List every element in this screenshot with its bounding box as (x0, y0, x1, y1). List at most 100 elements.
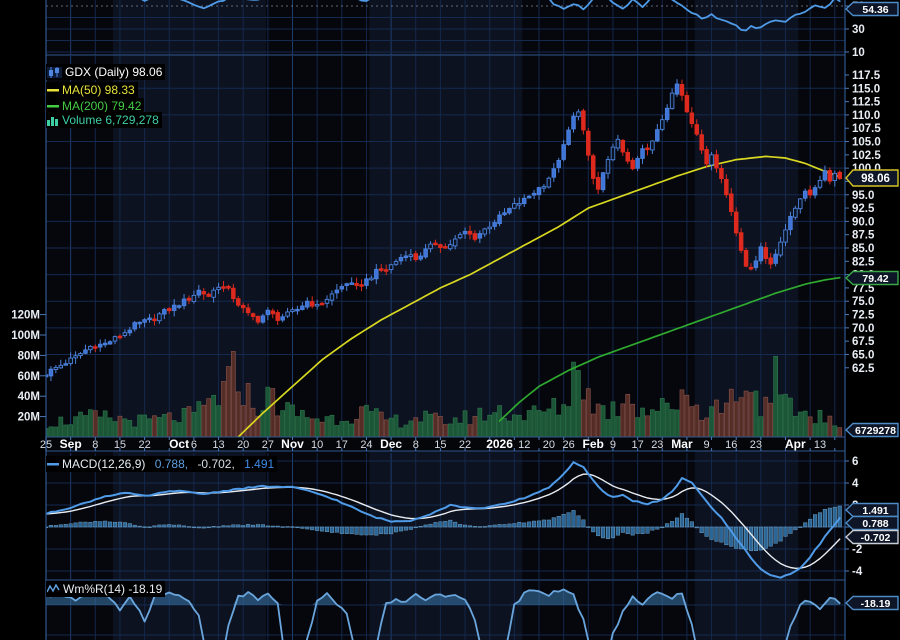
svg-text:22: 22 (138, 439, 150, 451)
svg-text:23: 23 (651, 439, 663, 451)
svg-text:87.5: 87.5 (852, 230, 875, 242)
value-badge: 0.788 (844, 515, 899, 531)
svg-text:15: 15 (114, 439, 126, 451)
svg-text:40M: 40M (18, 391, 40, 403)
svg-text:20: 20 (543, 439, 555, 451)
macd-value-line: 0.788, (154, 457, 189, 471)
svg-text:105.0: 105.0 (852, 137, 881, 149)
svg-text:90.0: 90.0 (852, 216, 874, 228)
svg-text:112.5: 112.5 (852, 97, 881, 109)
value-badge: 1.491 (844, 502, 899, 518)
svg-text:20: 20 (237, 439, 249, 451)
svg-text:70.0: 70.0 (852, 323, 874, 335)
svg-text:62.5: 62.5 (852, 363, 875, 375)
svg-text:92.5: 92.5 (852, 203, 875, 215)
svg-text:Nov: Nov (281, 437, 304, 451)
svg-text:Dec: Dec (380, 437, 402, 451)
svg-text:79.42: 79.42 (862, 273, 888, 285)
svg-text:24: 24 (360, 439, 372, 451)
main-price-panel[interactable] (44, 79, 843, 437)
svg-text:6729278: 6729278 (855, 425, 896, 437)
top-indicator-panel[interactable] (46, 0, 841, 32)
svg-text:54.36: 54.36 (862, 4, 888, 16)
svg-text:85.0: 85.0 (852, 243, 874, 255)
svg-text:107.5: 107.5 (852, 123, 881, 135)
svg-text:67.5: 67.5 (852, 336, 875, 348)
svg-text:Sep: Sep (60, 437, 82, 451)
ma50-label: MA(50) 98.33 (62, 83, 135, 97)
svg-text:1.491: 1.491 (862, 505, 888, 517)
svg-text:13: 13 (814, 439, 826, 451)
svg-text:23: 23 (750, 439, 762, 451)
symbol-label: GDX (Daily) 98.06 (65, 65, 163, 79)
svg-text:6: 6 (191, 439, 197, 451)
volume-label: Volume 6,729,278 (62, 113, 159, 127)
svg-text:120M: 120M (11, 310, 40, 322)
value-badge: 79.42 (844, 270, 899, 286)
macd-line-icon (47, 463, 59, 466)
svg-text:20M: 20M (18, 412, 40, 424)
svg-text:9: 9 (610, 439, 616, 451)
main-legend: GDX (Daily) 98.06 MA(50) 98.33 MA(200) 7… (46, 64, 166, 128)
svg-text:100M: 100M (11, 330, 40, 342)
ma200-label: MA(200) 79.42 (62, 99, 142, 113)
value-badge: 98.06 (845, 169, 899, 187)
svg-text:80M: 80M (18, 350, 40, 362)
svg-text:65.0: 65.0 (852, 349, 874, 361)
svg-text:12: 12 (518, 439, 530, 451)
svg-text:110.0: 110.0 (852, 110, 880, 122)
svg-text:15: 15 (434, 439, 446, 451)
svg-text:117.5: 117.5 (852, 70, 881, 82)
macd-value-signal: -0.702, (197, 457, 235, 471)
svg-text:Oct: Oct (169, 437, 189, 451)
svg-text:Mar: Mar (671, 437, 693, 451)
svg-text:4: 4 (852, 478, 859, 490)
svg-text:72.5: 72.5 (852, 310, 875, 322)
value-badge: -0.702 (844, 529, 899, 545)
oscillator-icon (47, 584, 60, 593)
svg-text:17: 17 (631, 439, 643, 451)
svg-text:82.5: 82.5 (852, 256, 875, 268)
svg-text:13: 13 (212, 439, 224, 451)
wpr-legend: Wm%R(14) -18.19 (46, 581, 166, 597)
svg-text:6: 6 (852, 456, 858, 468)
svg-text:-0.702: -0.702 (861, 532, 891, 544)
svg-text:16: 16 (725, 439, 737, 451)
svg-text:22: 22 (459, 439, 471, 451)
svg-text:Feb: Feb (583, 437, 604, 451)
svg-text:-18.19: -18.19 (861, 598, 891, 610)
svg-text:10: 10 (852, 47, 865, 59)
svg-text:Apr: Apr (785, 437, 806, 451)
svg-text:25: 25 (40, 439, 52, 451)
svg-text:-4: -4 (852, 566, 863, 578)
macd-panel[interactable] (44, 461, 842, 579)
wpr-panel[interactable] (46, 588, 841, 640)
ma200-line-icon (47, 105, 59, 108)
svg-text:2026: 2026 (486, 437, 513, 451)
svg-text:30: 30 (852, 24, 865, 36)
value-badge: -18.19 (844, 595, 899, 611)
svg-text:77.5: 77.5 (852, 283, 875, 295)
svg-text:8: 8 (92, 439, 98, 451)
volume-bars-icon (47, 116, 58, 126)
svg-text:60M: 60M (18, 371, 40, 383)
svg-text:98.06: 98.06 (861, 173, 890, 185)
svg-text:95.0: 95.0 (852, 190, 874, 202)
svg-text:-2: -2 (852, 544, 862, 556)
axes: 117.5115.0112.5110.0107.5105.0102.5100.0… (11, 0, 881, 640)
macd-label: MACD(12,26,9) (62, 457, 146, 471)
value-badge: 54.36 (844, 1, 899, 17)
svg-text:17: 17 (336, 439, 348, 451)
macd-legend: MACD(12,26,9) 0.788, -0.702, 1.491 (46, 454, 278, 472)
svg-text:10: 10 (311, 439, 323, 451)
svg-text:8: 8 (413, 439, 419, 451)
macd-value-hist: 1.491 (244, 457, 275, 471)
svg-text:102.5: 102.5 (852, 150, 881, 162)
wpr-label: Wm%R(14) -18.19 (63, 582, 163, 596)
svg-text:26: 26 (562, 439, 574, 451)
svg-text:0.788: 0.788 (862, 518, 888, 530)
